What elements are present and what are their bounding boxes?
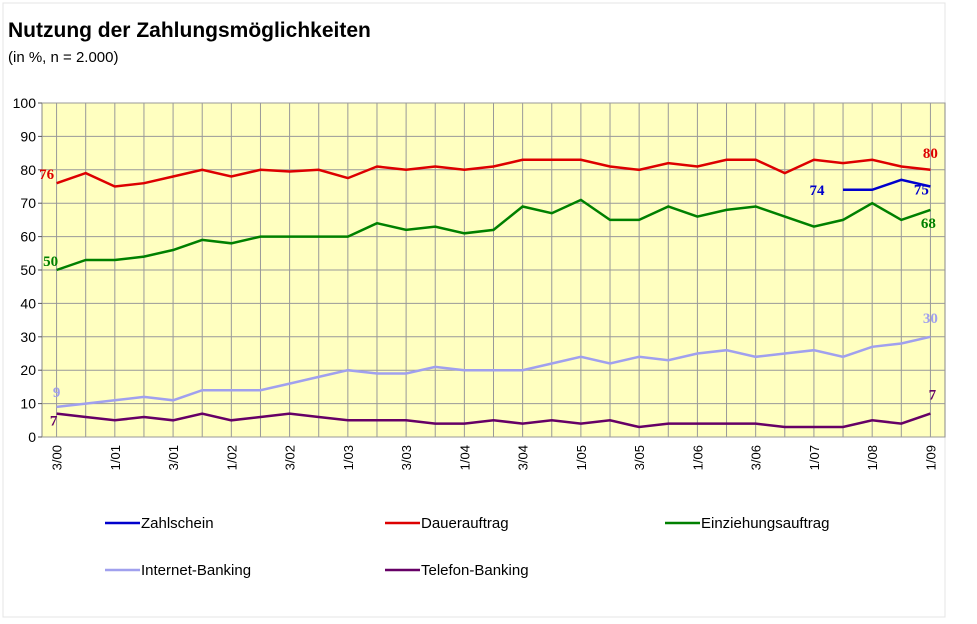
x-tick-label: 3/01 — [166, 445, 181, 470]
legend-label: Einziehungsauftrag — [701, 515, 829, 532]
chart-title: Nutzung der Zahlungsmöglichkeiten — [8, 19, 371, 42]
y-tick-label: 90 — [20, 128, 36, 144]
series-line — [56, 412, 931, 429]
x-tick-label: 1/03 — [341, 445, 356, 470]
series-line — [56, 158, 931, 188]
y-tick-label: 0 — [28, 429, 36, 445]
y-tick-label: 10 — [20, 396, 36, 412]
x-tick-label: 3/03 — [399, 445, 414, 470]
y-tick-label: 60 — [20, 229, 36, 245]
x-tick-label: 3/05 — [632, 445, 647, 470]
data-label: 80 — [923, 146, 938, 162]
x-tick-label: 1/09 — [923, 445, 938, 470]
x-tick-label: 3/04 — [516, 445, 531, 470]
data-label: 7 — [929, 388, 937, 404]
data-label: 76 — [39, 167, 55, 183]
data-label: 7 — [50, 414, 58, 430]
data-label: 68 — [921, 216, 936, 232]
y-tick-label: 100 — [13, 95, 37, 111]
y-tick-label: 30 — [20, 329, 36, 345]
data-label: 74 — [810, 183, 826, 199]
y-tick-label: 50 — [20, 262, 36, 278]
legend-label: Internet-Banking — [141, 562, 251, 579]
data-label: 50 — [43, 254, 58, 270]
legend-label: Telefon-Banking — [421, 562, 529, 579]
legend-label: Dauerauftrag — [421, 515, 509, 532]
x-tick-label: 1/01 — [108, 445, 123, 470]
x-tick-label: 1/04 — [457, 445, 472, 470]
series-line — [56, 198, 931, 272]
x-tick-label: 1/07 — [807, 445, 822, 470]
x-tick-label: 3/02 — [283, 445, 298, 470]
y-tick-label: 80 — [20, 162, 36, 178]
data-label: 30 — [923, 311, 938, 327]
x-tick-label: 1/06 — [690, 445, 705, 470]
x-tick-label: 3/00 — [50, 445, 65, 470]
y-tick-label: 70 — [20, 195, 36, 211]
x-tick-label: 1/05 — [574, 445, 589, 470]
x-tick-label: 3/06 — [749, 445, 764, 470]
y-tick-label: 20 — [20, 362, 36, 378]
series-line — [843, 178, 931, 192]
y-tick-label: 40 — [20, 295, 36, 311]
data-label: 75 — [914, 183, 929, 199]
x-tick-label: 1/08 — [865, 445, 880, 470]
x-tick-label: 1/02 — [224, 445, 239, 470]
legend-label: Zahlschein — [141, 515, 214, 532]
series-line — [56, 335, 931, 409]
data-label: 9 — [53, 385, 61, 401]
chart-subtitle: (in %, n = 2.000) — [8, 49, 118, 66]
